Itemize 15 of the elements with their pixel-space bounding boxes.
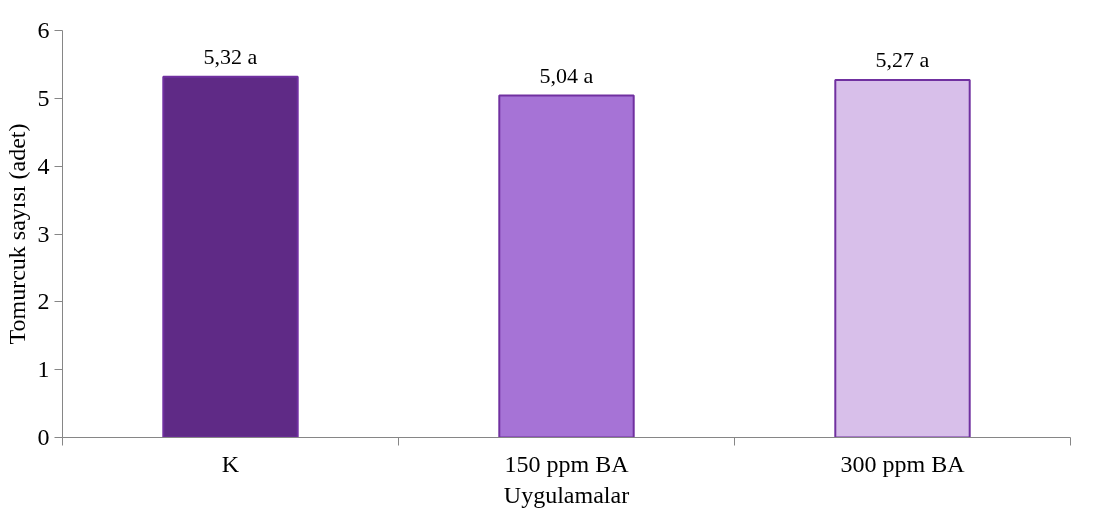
y-tick-label: 6 <box>37 17 50 43</box>
data-label: 5,27 a <box>875 47 930 73</box>
y-tick-label: 1 <box>37 356 50 383</box>
data-label: 5,04 a <box>539 62 594 88</box>
y-axis-title: Tomurcuk sayısı (adet) <box>3 123 30 345</box>
y-tick-label: 3 <box>37 220 50 247</box>
x-tick-label: 300 ppm BA <box>840 450 966 477</box>
y-tick-label: 0 <box>37 424 50 450</box>
y-tick-label: 4 <box>37 152 50 179</box>
x-axis-title: Uygulamalar <box>503 481 630 508</box>
y-tick-label: 5 <box>37 84 50 111</box>
x-tick-label: K <box>221 450 240 477</box>
data-label: 5,32 a <box>203 43 258 69</box>
x-tick-label: 150 ppm BA <box>504 450 630 477</box>
y-tick-label: 2 <box>37 288 50 315</box>
